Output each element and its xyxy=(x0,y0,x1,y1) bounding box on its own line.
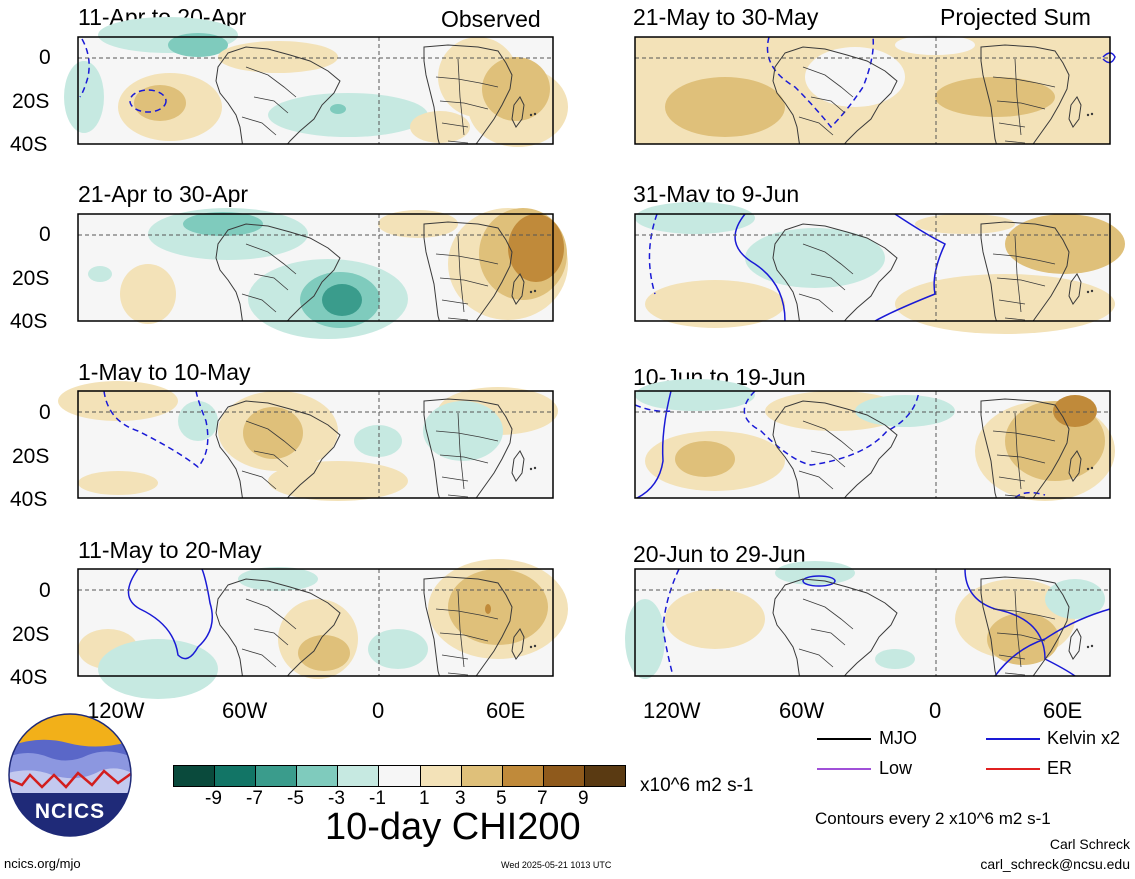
logo-text: NCICS xyxy=(34,800,106,823)
colorbar-swatch xyxy=(215,766,257,786)
lat-label: 0 xyxy=(39,223,51,246)
lon-label: 60E xyxy=(486,698,526,723)
colorbar-tick: -7 xyxy=(246,788,263,809)
lat-label: 20S xyxy=(12,445,50,468)
lat-label: 20S xyxy=(12,90,50,113)
lat-label: 0 xyxy=(39,579,51,602)
legend-low-line xyxy=(817,768,871,770)
lat-label: 40S xyxy=(10,310,48,333)
legend-er-line xyxy=(986,768,1040,770)
legend-low-label: Low xyxy=(879,758,913,778)
lat-label: 20S xyxy=(12,267,50,290)
lon-label: 0 xyxy=(372,698,385,723)
colorbar-units: x10^6 m2 s-1 xyxy=(640,775,754,796)
colorbar-tick: 7 xyxy=(537,788,548,809)
legend-kelvin-label: Kelvin x2 xyxy=(1047,728,1121,748)
lon-label: 0 xyxy=(929,698,942,723)
map-panel-right-4 xyxy=(625,561,1111,679)
colorbar-swatch xyxy=(502,766,544,786)
lat-label: 40S xyxy=(10,133,48,156)
lon-label: 60W xyxy=(222,698,268,723)
colorbar-tick: 9 xyxy=(578,788,589,809)
ncics-logo: NCICS xyxy=(8,713,132,837)
panel-right-4-title: 20-Jun to 29-Jun xyxy=(633,541,806,567)
lon-label: 120W xyxy=(87,698,145,723)
footer-url: ncics.org/mjo xyxy=(4,856,81,871)
legend-mjo-label: MJO xyxy=(879,728,917,748)
colorbar-swatch xyxy=(461,766,503,786)
projected-label: Projected Sum xyxy=(940,4,1091,30)
map-panel-left-3 xyxy=(58,381,558,501)
colorbar-tick: 3 xyxy=(455,788,466,809)
legend-kelvin-line xyxy=(986,738,1040,740)
footer-author: Carl Schreck xyxy=(1049,836,1130,852)
colorbar-tick: -9 xyxy=(205,788,222,809)
lon-label: 120W xyxy=(643,698,701,723)
lat-label: 40S xyxy=(10,488,48,511)
lat-label: 0 xyxy=(39,401,51,424)
lat-label: 20S xyxy=(12,623,50,646)
panel-right-2-title: 31-May to 9-Jun xyxy=(633,181,800,207)
panel-left-4-title: 11-May to 20-May xyxy=(78,537,262,563)
contour-note: Contours every 2 x10^6 m2 s-1 xyxy=(815,809,1051,828)
lat-label: 0 xyxy=(39,46,51,69)
colorbar-swatch xyxy=(420,766,462,786)
legend-er-label: ER xyxy=(1047,758,1073,778)
map-panel-left-2 xyxy=(77,208,568,339)
map-panel-left-4 xyxy=(77,559,568,699)
lat-label: 40S xyxy=(10,666,48,689)
colorbar-title: 10-day CHI200 xyxy=(325,806,581,848)
colorbar-swatch xyxy=(338,766,380,786)
colorbar-swatch xyxy=(543,766,585,786)
map-panel-right-1 xyxy=(634,35,1116,145)
map-panel-right-2 xyxy=(634,202,1125,334)
footer-email: carl_schreck@ncsu.edu xyxy=(980,856,1130,872)
panel-left-2-title: 21-Apr to 30-Apr xyxy=(78,181,249,207)
colorbar-tick: 1 xyxy=(419,788,430,809)
colorbar xyxy=(173,765,626,787)
lon-label: 60E xyxy=(1043,698,1083,723)
colorbar-tick: -5 xyxy=(287,788,304,809)
observed-label: Observed xyxy=(441,6,541,32)
colorbar-swatch xyxy=(174,766,216,786)
logo-graphic xyxy=(8,713,132,837)
map-panels xyxy=(58,17,1125,699)
colorbar-tick: -3 xyxy=(328,788,345,809)
colorbar-swatch xyxy=(584,766,626,786)
colorbar-tick: -1 xyxy=(369,788,386,809)
colorbar-tick: 5 xyxy=(496,788,507,809)
colorbar-swatch xyxy=(256,766,298,786)
panel-left-3-title: 1-May to 10-May xyxy=(78,359,251,385)
footer-timestamp: Wed 2025-05-21 1013 UTC xyxy=(501,860,612,870)
colorbar-swatch xyxy=(379,766,421,786)
colorbar-swatch xyxy=(297,766,339,786)
map-panel-right-3 xyxy=(634,379,1115,501)
legend-mjo-line xyxy=(817,738,871,740)
map-panel-left-1 xyxy=(64,17,568,147)
panel-right-1-title: 21-May to 30-May xyxy=(633,4,819,30)
lon-label: 60W xyxy=(779,698,825,723)
